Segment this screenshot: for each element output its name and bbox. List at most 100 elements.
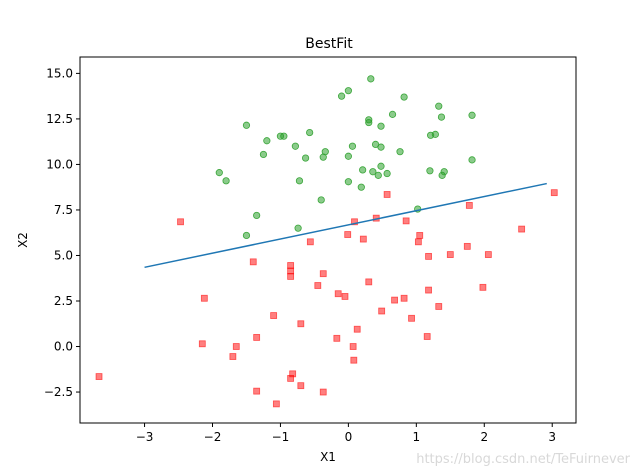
data-point-circle	[301, 154, 310, 162]
data-point-square	[484, 251, 492, 258]
data-point-circle	[348, 142, 357, 150]
data-point-square	[435, 303, 443, 310]
plot-frame	[79, 56, 577, 424]
data-point-square	[232, 343, 240, 350]
data-point-square	[446, 251, 454, 258]
x-tick-label: 1	[413, 430, 421, 444]
y-tick-label: 0.0	[54, 340, 73, 354]
data-point-square	[297, 382, 305, 390]
data-point-square	[479, 283, 487, 291]
data-point-circle	[291, 142, 299, 150]
data-point-circle	[426, 167, 434, 175]
data-point-circle	[383, 169, 391, 178]
data-point-square	[249, 258, 257, 266]
data-point-square	[383, 191, 391, 198]
data-point-square	[287, 374, 295, 382]
data-point-square	[306, 238, 314, 246]
y-tick-label: 12.5	[46, 112, 73, 126]
y-tick-label: 2.5	[54, 294, 73, 308]
data-point-circle	[222, 177, 230, 185]
data-point-square	[344, 231, 352, 238]
data-point-square	[333, 334, 341, 342]
data-point-square	[463, 242, 471, 250]
data-point-square	[414, 238, 422, 246]
data-point-square	[314, 282, 322, 289]
data-point-square	[272, 400, 280, 408]
data-point-circle	[396, 148, 404, 156]
y-tick-label: 10.0	[46, 157, 73, 171]
data-point-square	[341, 293, 349, 300]
x-tick-label: −3	[136, 430, 154, 444]
data-point-circle	[280, 132, 288, 140]
data-point-circle	[437, 113, 446, 121]
data-point-square	[351, 218, 358, 226]
data-point-square	[349, 343, 357, 350]
data-point-circle	[259, 150, 268, 159]
data-point-square	[177, 218, 184, 226]
data-point-square	[518, 225, 526, 233]
data-point-circle	[295, 177, 304, 185]
data-point-circle	[337, 92, 346, 100]
data-point-circle	[357, 183, 365, 191]
data-point-circle	[365, 118, 373, 127]
plot-content	[95, 75, 558, 408]
x-axis-label: X1	[320, 450, 336, 464]
data-point-square	[95, 373, 103, 380]
data-point-circle	[317, 196, 325, 204]
x-tick-label: −1	[272, 430, 290, 444]
data-point-square	[416, 232, 424, 239]
data-point-circle	[344, 87, 352, 95]
data-point-circle	[435, 102, 443, 110]
y-tick-label: 5.0	[54, 248, 73, 262]
data-point-square	[378, 307, 386, 315]
x-tick-label: 2	[480, 430, 488, 444]
data-point-square	[391, 296, 398, 304]
data-point-square	[319, 270, 327, 278]
data-point-circle	[242, 231, 251, 240]
data-point-square	[423, 333, 431, 340]
data-point-square	[319, 388, 327, 396]
x-axis: −3 −2 −1 0 1 2 3	[136, 423, 556, 444]
y-tick-label: 7.5	[54, 203, 73, 217]
data-point-circle	[468, 111, 476, 119]
data-point-square	[334, 290, 342, 298]
data-point-circle	[377, 122, 385, 130]
data-point-square	[350, 356, 358, 364]
data-point-square	[253, 334, 261, 341]
data-point-circle	[306, 128, 314, 137]
data-point-square	[198, 340, 206, 348]
data-point-square	[253, 387, 261, 395]
data-point-square	[200, 294, 208, 302]
data-point-square	[425, 286, 432, 294]
data-point-square	[365, 278, 373, 286]
chart-title: BestFit	[305, 36, 353, 52]
y-axis: −2.5 0.0 2.5 5.0 7.5 10.0 12.5 15.0	[44, 66, 80, 399]
data-point-square	[297, 320, 305, 328]
data-point-circle	[400, 93, 408, 101]
data-point-square	[229, 353, 237, 360]
data-point-circle	[319, 153, 327, 161]
data-point-circle	[242, 121, 251, 129]
data-point-circle	[388, 110, 397, 118]
data-point-circle	[426, 131, 435, 139]
data-point-square	[408, 314, 415, 322]
data-point-circle	[294, 224, 302, 232]
x-tick-label: −2	[204, 430, 222, 444]
y-tick-label: −2.5	[44, 385, 73, 399]
data-point-circle	[377, 143, 385, 151]
data-point-square	[359, 235, 367, 243]
fit-line	[144, 182, 547, 269]
data-point-circle	[253, 211, 261, 220]
data-point-circle	[468, 156, 476, 164]
data-point-square	[353, 325, 361, 333]
data-point-square	[287, 273, 295, 280]
y-axis-label: X2	[16, 232, 30, 248]
data-point-circle	[344, 152, 352, 160]
data-point-square	[465, 202, 473, 209]
data-point-circle	[367, 75, 375, 83]
data-point-circle	[359, 166, 367, 174]
data-point-circle	[344, 178, 352, 186]
data-point-circle	[438, 171, 446, 179]
